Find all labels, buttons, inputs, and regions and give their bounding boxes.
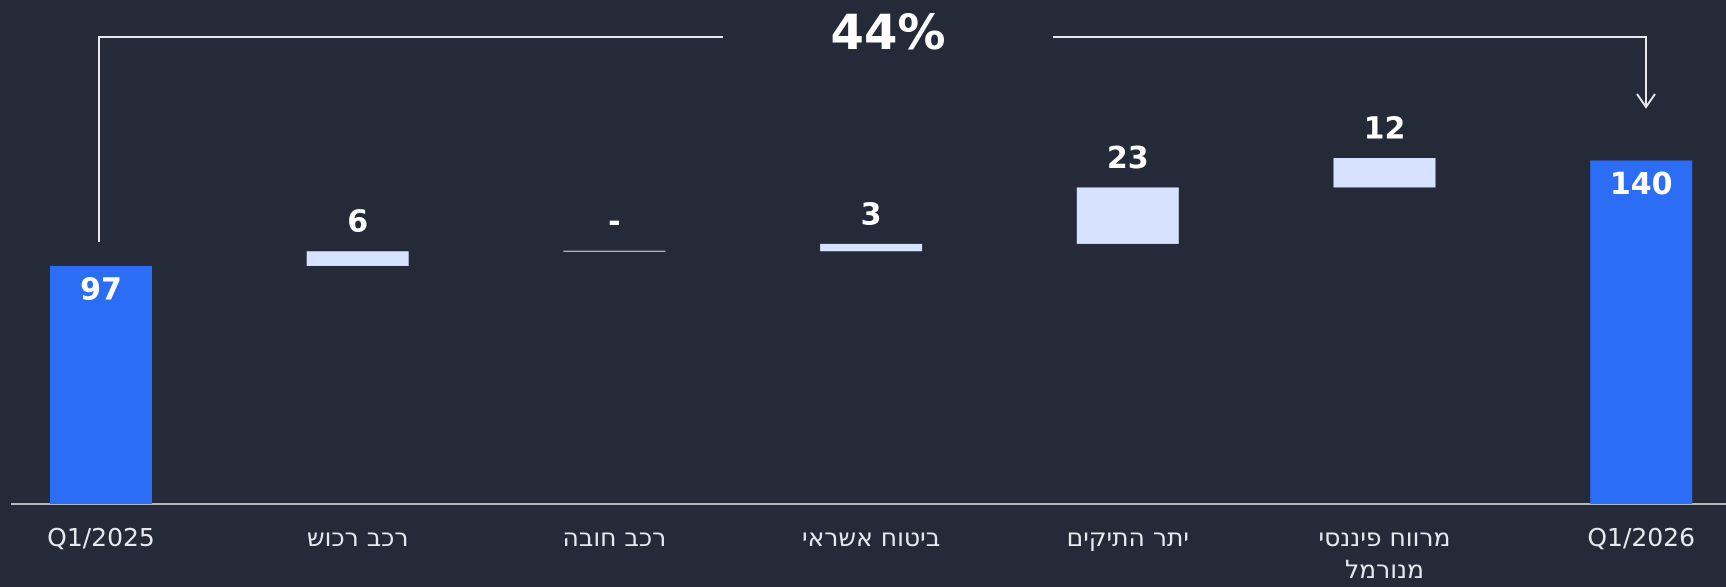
annotation: 44%: [831, 5, 946, 61]
arrow-head: [1636, 93, 1656, 109]
bracket-left: [98, 36, 723, 242]
value-label: 97: [80, 272, 122, 307]
value-label: 3: [861, 197, 882, 232]
x-tick-label: Q1/2026: [1587, 523, 1695, 552]
value-label: -: [608, 205, 620, 240]
bracket-right: [1053, 36, 1647, 107]
value-label: 140: [1610, 167, 1673, 202]
bar: [50, 265, 152, 504]
bar: [306, 251, 409, 266]
bar: [1333, 158, 1436, 188]
bar: [820, 243, 923, 252]
x-tick-label: רכב רכוש: [306, 523, 409, 552]
x-tick-label: מרווח פיננסי מנורמל: [1318, 523, 1451, 584]
x-tick-label: Q1/2025: [47, 523, 155, 552]
x-tick-label: יתר התיקים: [1066, 523, 1189, 552]
x-tick-label: רכב חובה: [562, 523, 667, 552]
bracket: [98, 36, 1656, 242]
value-label: 12: [1364, 112, 1406, 147]
bar: [1076, 187, 1179, 244]
value-label: 23: [1107, 141, 1149, 176]
bar: [1590, 160, 1693, 504]
x-tick-label: ביטוח אשראי: [802, 523, 941, 552]
value-label: 6: [347, 205, 368, 240]
